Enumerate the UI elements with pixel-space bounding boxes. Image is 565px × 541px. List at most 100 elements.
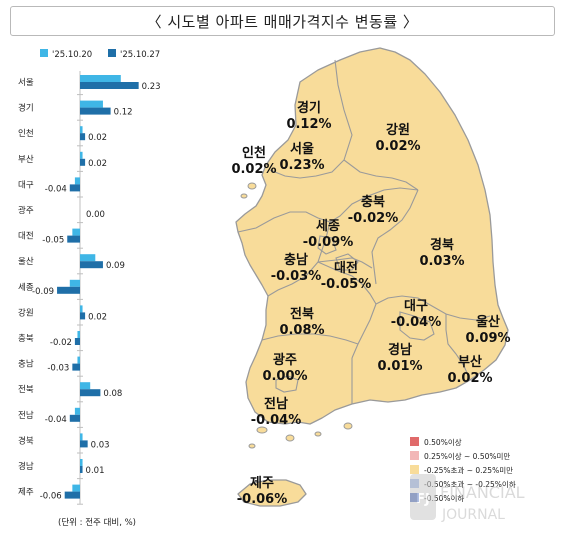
bar-1	[80, 107, 111, 115]
category-label: 경남	[18, 461, 34, 472]
chart-title-box: 〈 시도별 아파트 매매가격지수 변동률 〉	[10, 6, 555, 36]
map-region-value: -0.09%	[303, 235, 354, 250]
data-label: 0.02	[88, 159, 107, 169]
bar-0	[80, 305, 83, 313]
bar-1	[69, 414, 80, 422]
map-region-name: 경남	[388, 342, 412, 358]
map-region-value: 0.02%	[447, 371, 492, 386]
map-region-name: 경기	[297, 100, 321, 116]
map-borders	[237, 59, 491, 404]
data-label: -0.05	[42, 236, 64, 246]
map-region-name: 충남	[284, 252, 308, 268]
map-islands	[240, 182, 353, 449]
map-region-value: -0.04%	[251, 413, 302, 428]
bar-1	[80, 389, 101, 397]
category-label: 울산	[18, 256, 34, 267]
map-labels: 경기0.12% 강원0.02%인천0.02%서울0.23%충북-0.02%세종-0…	[231, 100, 510, 507]
map-region-value: -0.04%	[391, 315, 442, 330]
data-label: 0.01	[86, 466, 105, 476]
legend-swatch-high	[410, 437, 419, 446]
map-shapes	[235, 47, 509, 507]
data-label: 0.12	[114, 108, 133, 118]
watermark-line2: JOURNAL	[441, 507, 505, 523]
map-region-name: 울산	[476, 314, 500, 330]
category-label: 전북	[18, 384, 34, 395]
bar-1	[67, 235, 80, 243]
map-region-name: 부산	[458, 354, 482, 370]
data-label: -0.02	[50, 338, 72, 348]
data-label: 0.02	[88, 312, 107, 322]
bar-0	[80, 433, 83, 441]
bar-1	[80, 261, 103, 269]
bar-1	[80, 466, 83, 473]
bar-0	[69, 279, 80, 287]
data-label: 0.03	[91, 440, 110, 450]
map-region-value: 0.23%	[279, 158, 324, 173]
map-region-name: 세종	[316, 219, 340, 234]
bar-0	[80, 75, 121, 82]
bar-1	[80, 158, 86, 166]
legend-swatch-0	[40, 49, 48, 57]
bar-0	[80, 100, 103, 108]
watermark: FJ FINANCIAL JOURNAL	[410, 474, 525, 523]
map-region-name: 경북	[430, 237, 454, 253]
map-region-name: 서울	[290, 141, 314, 157]
category-label: 인천	[18, 128, 34, 139]
map-region-value: -0.02%	[348, 211, 399, 226]
category-label: 광주	[18, 205, 34, 216]
legend-label-1: '25.10.27	[120, 50, 160, 60]
bar-0	[77, 331, 80, 338]
bar-1	[57, 286, 80, 294]
watermark-mark: FJ	[416, 492, 430, 507]
map-region-value: -0.03%	[271, 269, 322, 284]
bar-1	[80, 82, 139, 89]
legend-label-high: 0.50%이상	[424, 437, 462, 447]
legend-label-flat: -0.25%초과 ~ 0.25%미만	[424, 466, 513, 475]
map-region-value: 0.02%	[231, 162, 276, 177]
data-label: 0.23	[142, 82, 161, 92]
category-label: 제주	[18, 488, 34, 498]
category-label: 전남	[18, 410, 34, 421]
unit-note: (단위 : 전주 대비, %)	[58, 518, 137, 528]
data-label: 0.00	[86, 210, 105, 220]
data-label: 0.08	[103, 389, 122, 399]
legend-label-low: -0.50%초과 ~ -0.25%이하	[424, 479, 516, 489]
category-label: 강원	[18, 307, 34, 318]
map-region-name: 광주	[273, 353, 297, 368]
bar-0	[74, 407, 80, 415]
data-label: -0.06	[40, 492, 62, 502]
map-region-value: 0.03%	[419, 254, 464, 269]
map-region-name: 강원	[386, 122, 410, 138]
map-region-value: 0.00%	[262, 369, 307, 384]
bar-0	[80, 126, 83, 134]
map-region-name: 충북	[361, 194, 385, 210]
map-region-value: -0.05%	[321, 277, 372, 292]
category-label: 세종	[18, 283, 34, 293]
category-label: 서울	[18, 78, 34, 88]
bar-1	[80, 440, 88, 448]
bar-0	[80, 459, 83, 466]
bar-0	[77, 356, 80, 364]
legend-swatch-flat	[410, 465, 419, 474]
bar-1	[74, 338, 80, 345]
data-label: -0.09	[32, 287, 54, 297]
map-region-name: 전북	[290, 306, 314, 322]
category-label: 대구	[18, 180, 34, 190]
data-label: -0.04	[45, 184, 67, 194]
map-region-name: 제주	[250, 476, 274, 491]
bar-0	[80, 382, 91, 390]
map-region-name: 전남	[264, 396, 288, 412]
map-region-name: 인천	[242, 145, 266, 161]
watermark-logo-box	[410, 474, 436, 520]
category-label: 충북	[18, 334, 34, 344]
legend-swatch-mid	[410, 451, 419, 460]
bar-chart: '25.10.20 '25.10.27 서울 0.23 경기 0.12 인천 0.02 부산 0.…	[18, 49, 161, 505]
mainland-shape	[235, 47, 509, 425]
legend-label-0: '25.10.20	[52, 50, 92, 60]
bar-0	[72, 484, 80, 492]
map-region-value: 0.08%	[279, 323, 324, 338]
data-label: 0.09	[106, 261, 125, 271]
bar-0	[74, 177, 80, 185]
bar-1	[80, 312, 86, 320]
